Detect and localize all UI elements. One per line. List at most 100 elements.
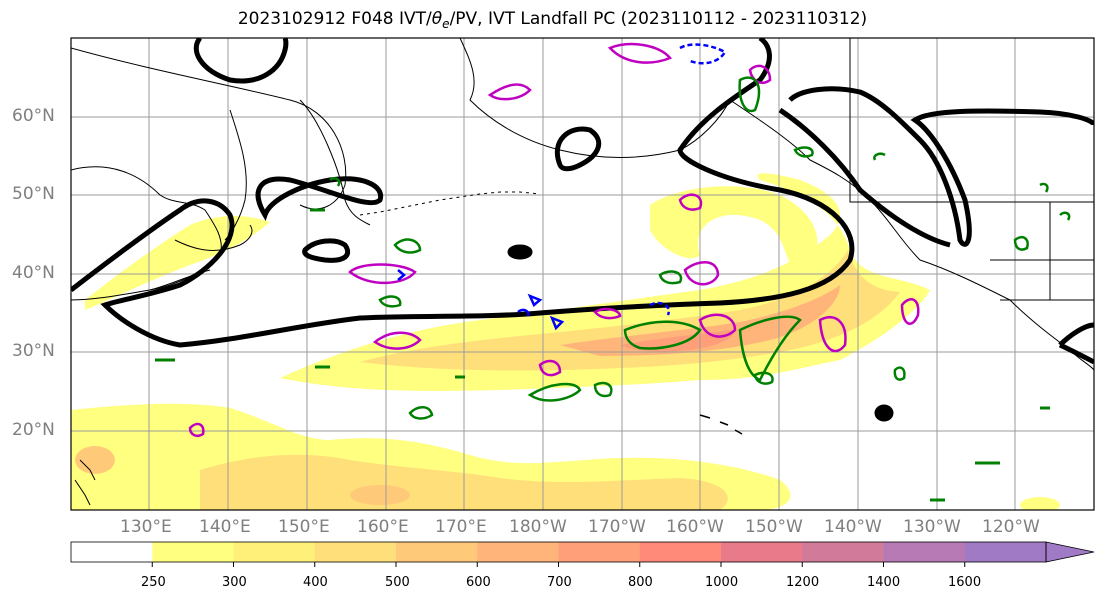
theta-contour-11 <box>593 307 622 320</box>
blue-contour-5 <box>397 269 406 281</box>
lat-tick-60: 60°N <box>12 106 55 126</box>
colorbar <box>70 541 1095 567</box>
colorbar-segment <box>396 542 478 562</box>
colorbar-label-600: 600 <box>466 575 491 590</box>
pv-contour-loop <box>302 238 351 263</box>
theta-contour-6 <box>698 313 737 338</box>
gridlines <box>71 38 1094 510</box>
pv-blob-1 <box>507 244 533 260</box>
colorbar-segment <box>152 542 234 562</box>
lon-tick-150w: 150°W <box>745 517 803 537</box>
green-contour-13 <box>893 366 906 381</box>
map-frame <box>70 37 1095 511</box>
colorbar-label-1600: 1600 <box>948 575 982 590</box>
green-contour-4 <box>408 406 434 420</box>
lon-tick-130w: 130°W <box>903 517 961 537</box>
pv-contour-ak <box>778 107 951 248</box>
pv-contour-north-east <box>788 86 1094 247</box>
colorbar-label-1000: 1000 <box>705 575 739 590</box>
blue-contours <box>397 43 727 331</box>
theta-contour-9 <box>538 359 562 377</box>
theta-contour-5 <box>683 261 720 286</box>
colorbar-segment <box>477 542 559 562</box>
ivt-tropical-spot-3 <box>1020 497 1060 510</box>
theta-contour-4 <box>607 42 673 64</box>
green-contour-15 <box>155 208 1050 502</box>
theta-contour-2 <box>372 331 422 350</box>
philippines <box>74 459 96 506</box>
colorbar-frame <box>70 541 1047 563</box>
colorbar-segment <box>71 542 153 562</box>
colorbar-segment <box>233 542 316 562</box>
theta-contour-10 <box>678 193 703 211</box>
pv-contour-bering <box>554 126 602 172</box>
theta-contour-1 <box>348 263 417 285</box>
lon-tick-180w: 180°W <box>509 517 567 537</box>
pv-contours <box>71 38 1094 422</box>
pv-contour-nw <box>193 38 289 84</box>
green-contour-6 <box>378 295 402 308</box>
green-contour-10 <box>1013 236 1029 251</box>
pv-contour-main <box>71 38 855 348</box>
colorbar-segment <box>558 542 641 562</box>
colorbar-segment <box>639 542 722 562</box>
green-contours <box>155 76 1071 502</box>
green-contour-5 <box>393 238 422 254</box>
blue-contour-2 <box>649 301 671 316</box>
us-states <box>990 202 1094 301</box>
asia-coast <box>71 166 222 301</box>
theta-e-contours <box>188 42 920 437</box>
colorbar-label-300: 300 <box>222 575 247 590</box>
colorbar-segment <box>883 542 966 562</box>
green-contour-8 <box>738 76 761 113</box>
green-contour-3 <box>527 382 582 402</box>
green-contour-7 <box>658 270 683 285</box>
ivt-tropical-spot-1 <box>350 485 410 505</box>
blue-contour-1 <box>679 43 727 65</box>
pv-blob-2 <box>874 404 894 422</box>
colorbar-label-250: 250 <box>141 575 166 590</box>
colorbar-label-500: 500 <box>385 575 410 590</box>
lat-tick-40: 40°N <box>12 263 55 283</box>
lat-tick-30: 30°N <box>12 341 55 361</box>
theta-contour-8 <box>900 298 920 325</box>
green-contour-1 <box>623 320 702 350</box>
green-contour-14 <box>329 152 886 187</box>
pv-contour-kamchatka <box>255 176 384 221</box>
na-coast <box>919 259 1094 371</box>
map-title: 2023102912 F048 IVT/θe/PV, IVT Landfall … <box>237 9 868 31</box>
ivt-band-peak <box>620 330 733 352</box>
lon-tick-140e: 140°E <box>199 517 251 537</box>
map-area <box>71 38 1094 510</box>
blue-contour-6 <box>517 308 530 317</box>
green-contour-12 <box>753 371 774 385</box>
pv-contour-sw <box>1058 322 1094 365</box>
colorbar-label-400: 400 <box>303 575 328 590</box>
green-contour-16 <box>1039 182 1071 221</box>
colorbar-segment <box>802 542 884 562</box>
colorbar-label-1400: 1400 <box>867 575 901 590</box>
blue-contour-3 <box>527 293 543 308</box>
theta-contour-12 <box>188 422 205 437</box>
lon-tick-170w: 170°W <box>588 517 646 537</box>
lon-tick-160e: 160°E <box>357 517 409 537</box>
blue-contour-4 <box>549 315 565 331</box>
lat-tick-50: 50°N <box>12 184 55 204</box>
hawaii <box>699 414 743 435</box>
lon-tick-130e: 130°E <box>120 517 172 537</box>
colorbar-label-800: 800 <box>628 575 653 590</box>
siberia-coast <box>71 47 347 210</box>
lon-tick-160w: 160°W <box>666 517 724 537</box>
lon-tick-170e: 170°E <box>435 517 487 537</box>
ivt-band-core <box>560 285 840 356</box>
lon-tick-120w: 120°W <box>982 517 1040 537</box>
green-contour-11 <box>593 381 613 398</box>
theta-contour-3 <box>487 83 532 101</box>
green-contour-9 <box>793 146 814 158</box>
theta-contour-7 <box>818 316 847 353</box>
ivt-japan-plume <box>85 216 270 310</box>
lon-tick-150e: 150°E <box>278 517 330 537</box>
colorbar-segment <box>964 542 1047 562</box>
colorbar-segment <box>721 542 803 562</box>
